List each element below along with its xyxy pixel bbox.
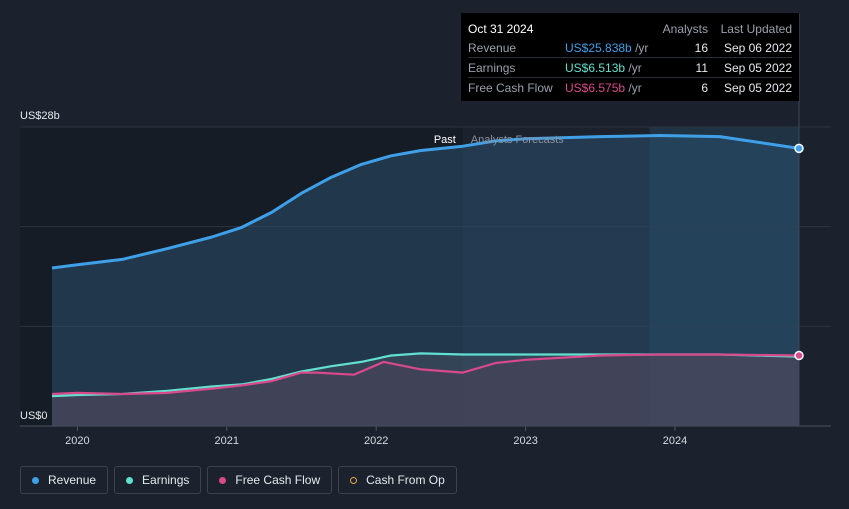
legend-free-cash-flow[interactable]: Free Cash Flow: [207, 466, 333, 494]
tooltip-row-unit: /yr: [628, 60, 642, 75]
tooltip-row-value: US$6.575b: [565, 80, 626, 95]
tooltip-row-unit: /yr: [628, 80, 642, 95]
chart-legend: Revenue Earnings Free Cash Flow Cash Fro…: [20, 466, 457, 494]
tooltip-row-label: Free Cash Flow: [468, 80, 553, 95]
tooltip-row-analysts: 6: [701, 80, 708, 95]
series-areas: [52, 135, 799, 426]
area-earnings: [52, 353, 799, 426]
forecast-label: Analysts Forecasts: [471, 134, 564, 146]
legend-dot-icon: [219, 476, 227, 484]
past-label: Past: [434, 134, 456, 146]
tooltip-row-fcf: Free Cash Flow US$6.575b /yr 6 Sep 05 20…: [468, 78, 792, 97]
tooltip-row-label: Earnings: [468, 60, 516, 75]
tooltip-updated-header: Last Updated: [720, 21, 792, 36]
marker-revenue: [794, 143, 804, 154]
data-tooltip: Oct 31 2024 Analysts Last Updated Revenu…: [461, 13, 799, 101]
tooltip-row-value: US$6.513b: [565, 60, 626, 75]
legend-label: Cash From Op: [366, 473, 445, 487]
legend-dot-icon: [126, 476, 134, 484]
x-tick-label: 2020: [65, 435, 89, 447]
legend-label: Earnings: [142, 473, 190, 487]
legend-ring-icon: [350, 476, 358, 484]
tooltip-row-label: Revenue: [468, 40, 517, 55]
x-tick-label: 2024: [663, 435, 687, 447]
line-revenue: [51, 134, 800, 270]
legend-dot-icon: [32, 476, 39, 484]
legend-revenue[interactable]: Revenue: [20, 466, 109, 494]
tooltip-analysts-header: Analysts: [662, 21, 708, 36]
tooltip-row-value: US$25.838b: [565, 40, 632, 55]
marker-fcf: [794, 350, 804, 361]
legend-cash-from-op[interactable]: Cash From Op: [338, 466, 457, 494]
y-axis-bottom-label: US$0: [20, 410, 48, 422]
end-markers: [794, 143, 804, 361]
x-tick-label: 2021: [215, 435, 239, 447]
legend-earnings[interactable]: Earnings: [114, 466, 202, 494]
area-revenue: [52, 135, 799, 426]
tooltip-header: Oct 31 2024 Analysts Last Updated: [468, 19, 792, 38]
y-axis-top-label: US$28b: [20, 110, 60, 122]
tooltip-row-unit: /yr: [635, 40, 649, 55]
area-fcf: [52, 354, 799, 426]
x-tick-label: 2023: [513, 435, 537, 447]
x-axis-ticks: 2020 2021 2022 2023 2024: [65, 426, 687, 447]
tooltip-row-updated: Sep 05 2022: [723, 80, 792, 95]
tooltip-row-updated: Sep 05 2022: [723, 60, 792, 75]
tooltip-row-analysts: 16: [694, 40, 708, 55]
tooltip-row-earnings: Earnings US$6.513b /yr 11 Sep 05 2022: [468, 58, 792, 78]
tooltip-date: Oct 31 2024: [468, 21, 534, 36]
legend-label: Revenue: [48, 473, 97, 487]
tooltip-row-revenue: Revenue US$25.838b /yr 16 Sep 06 2022: [468, 38, 792, 58]
line-fcf: [51, 353, 800, 396]
series-lines: [51, 134, 800, 398]
tooltip-row-updated: Sep 06 2022: [723, 40, 792, 55]
legend-label: Free Cash Flow: [235, 473, 321, 487]
x-tick-label: 2022: [364, 435, 388, 447]
tooltip-row-analysts: 11: [695, 60, 708, 75]
